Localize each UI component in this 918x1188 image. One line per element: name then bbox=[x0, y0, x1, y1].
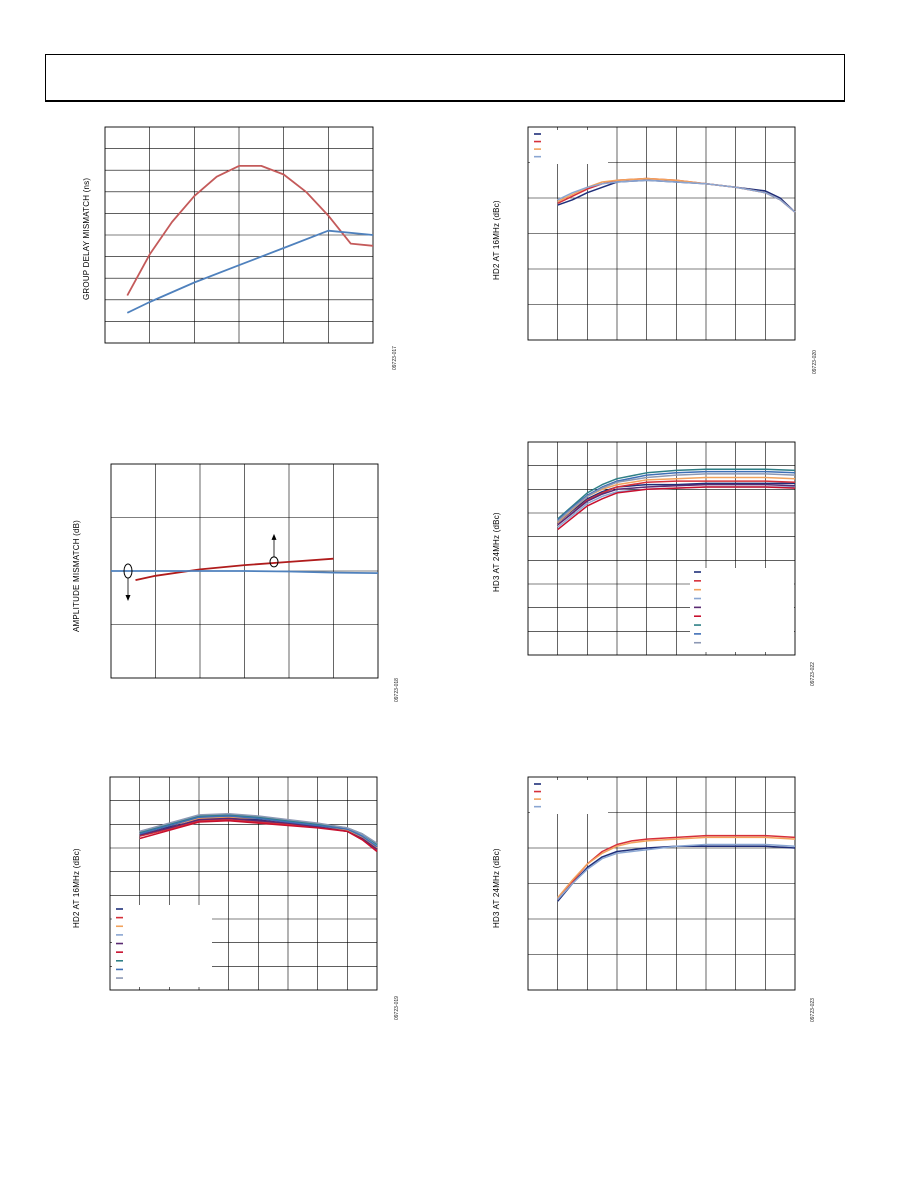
legend-box bbox=[530, 130, 608, 164]
hd3-24mhz-chart-top: HD3 AT 24MHz (dBc) 09723-022 bbox=[492, 441, 816, 686]
hd2-16mhz-chart-right: HD2 AT 16MHz (dBc) 09723-020 bbox=[0, 0, 918, 400]
group-delay-mismatch-chart: GROUP DELAY MISMATCH (ns) 09723-017 bbox=[0, 0, 459, 400]
series-line-9 bbox=[557, 473, 796, 522]
series-line-4 bbox=[557, 179, 796, 213]
plot-svg bbox=[527, 776, 796, 991]
plot-svg bbox=[527, 441, 796, 656]
plot-svg bbox=[110, 463, 379, 679]
plot-svg bbox=[527, 126, 796, 341]
series-line-1 bbox=[557, 482, 795, 524]
series-line-2 bbox=[111, 570, 379, 574]
legend-box bbox=[690, 568, 794, 652]
series-line-9 bbox=[139, 812, 378, 844]
series-line-3 bbox=[557, 836, 796, 899]
page-header-box bbox=[45, 54, 845, 102]
legend-box bbox=[530, 780, 608, 814]
series-line-7 bbox=[557, 468, 796, 520]
plot-frame bbox=[527, 441, 796, 656]
series-line-1 bbox=[557, 845, 796, 902]
series-line-8 bbox=[139, 815, 378, 848]
series-line-4 bbox=[557, 843, 796, 901]
plot-frame bbox=[527, 126, 796, 341]
series-line-1 bbox=[135, 557, 334, 581]
series-line-1 bbox=[126, 164, 374, 296]
legend-box bbox=[112, 905, 212, 987]
series-line-6 bbox=[139, 820, 378, 853]
plot-svg bbox=[104, 126, 374, 344]
plot-frame bbox=[109, 776, 378, 991]
series-line-6 bbox=[557, 486, 796, 531]
series-line-5 bbox=[557, 483, 796, 526]
left-axis-arrowhead bbox=[125, 595, 131, 601]
series-line-8 bbox=[557, 470, 796, 521]
plot-frame bbox=[527, 776, 796, 991]
amplitude-mismatch-chart: AMPLITUDE MISMATCH (dB) 09723-018 bbox=[0, 0, 459, 740]
plot-svg bbox=[109, 776, 378, 991]
series-line-2 bbox=[126, 229, 374, 314]
hd3-24mhz-chart-bottom: HD3 AT 24MHz (dBc) 09723-023 bbox=[492, 776, 816, 1022]
right-axis-arrowhead bbox=[271, 533, 277, 540]
hd2-16mhz-chart-left: HD2 AT 16MHz (dBc) 09723-019 bbox=[0, 0, 459, 1060]
